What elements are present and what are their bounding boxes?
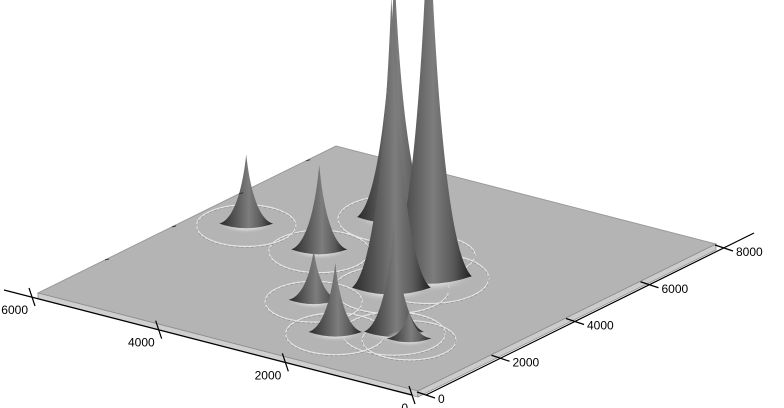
x-tick (491, 354, 510, 362)
contour-shadow-4 (341, 312, 446, 357)
peak-5 (289, 164, 349, 261)
x-tick (416, 391, 436, 399)
y-tick (281, 353, 289, 372)
y-tick-label: 6000 (1, 303, 28, 317)
x-tick (565, 317, 585, 326)
peak-7 (218, 154, 275, 234)
y-tick (155, 320, 163, 339)
contour-shadow-1 (368, 253, 490, 305)
back-tick (104, 258, 110, 261)
back-tick (239, 192, 244, 195)
peak-surface (351, 0, 431, 295)
x-tick-label: 2000 (513, 355, 540, 369)
peak-surface (219, 154, 274, 229)
peak-surface (288, 249, 339, 305)
peak-surface (291, 164, 348, 255)
x-tick-label: 8000 (736, 245, 763, 259)
y-tick-label: 0 (401, 401, 408, 408)
x-tick-label: 6000 (662, 282, 689, 296)
x-tick (640, 281, 659, 289)
x-tick (714, 244, 734, 252)
back-tick (306, 159, 311, 162)
peak-layer (218, 0, 474, 347)
x-tick-label: 4000 (587, 319, 614, 333)
peak-surface (308, 262, 363, 337)
x-axis-line (425, 232, 755, 396)
back-tick (171, 225, 177, 228)
peak-8 (287, 249, 341, 310)
peak-surface (363, 223, 424, 337)
peak-10 (385, 311, 433, 347)
y-tick (28, 287, 36, 307)
y-tick (408, 385, 416, 405)
peak-6 (307, 262, 364, 343)
axes: 0 2000 4000 6000 8000 0 2000 4000 6000 (1, 159, 763, 408)
contour-shadow-8 (264, 282, 363, 324)
y-tick-label: 2000 (255, 368, 282, 382)
y-axis-line (3, 289, 413, 396)
y-tick-label: 4000 (128, 336, 155, 350)
peak-surface (386, 311, 432, 343)
x-tick-label: 0 (438, 392, 445, 406)
